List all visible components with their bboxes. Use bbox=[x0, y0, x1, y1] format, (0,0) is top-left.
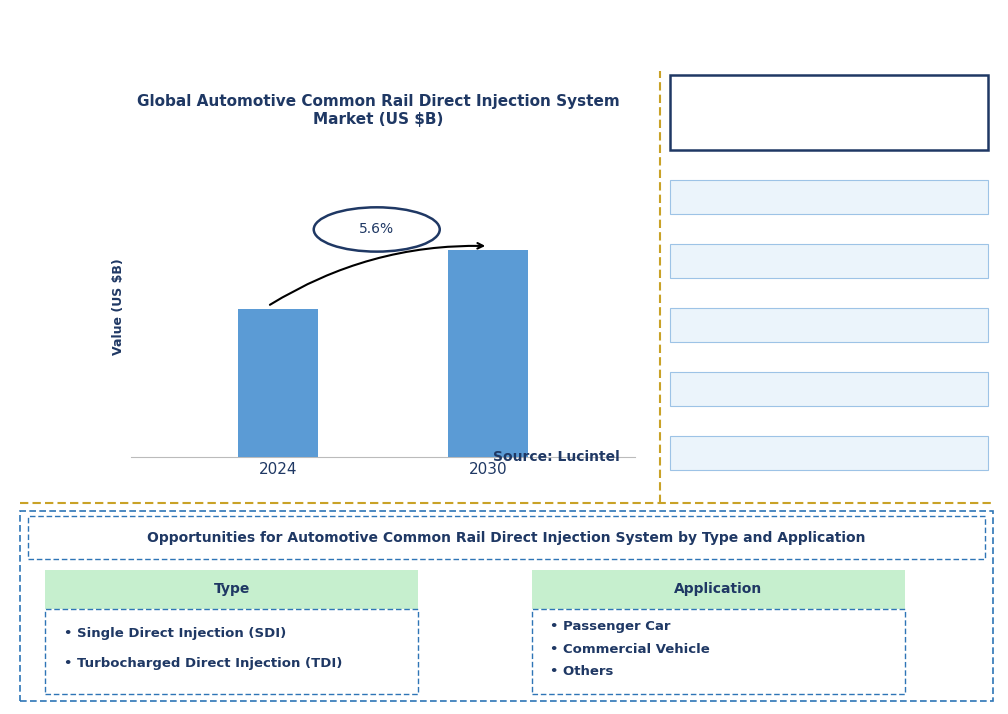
Text: Global Automotive Common Rail Direct Injection System
Market (US $B): Global Automotive Common Rail Direct Inj… bbox=[137, 94, 619, 127]
Text: Aisin Seiki: Aisin Seiki bbox=[786, 380, 872, 398]
Text: • Commercial Vehicle: • Commercial Vehicle bbox=[550, 643, 710, 655]
Y-axis label: Value (US $B): Value (US $B) bbox=[113, 258, 125, 356]
Text: Type: Type bbox=[214, 583, 250, 596]
Text: Opportunities for Automotive Common Rail Direct Injection System by Type and App: Opportunities for Automotive Common Rail… bbox=[147, 531, 866, 545]
Text: • Single Direct Injection (SDI): • Single Direct Injection (SDI) bbox=[64, 627, 285, 640]
Bar bbox=[449, 250, 528, 457]
Text: 5.6%: 5.6% bbox=[359, 223, 394, 236]
Text: Source: Lucintel: Source: Lucintel bbox=[493, 450, 620, 464]
Text: Bosch: Bosch bbox=[804, 188, 854, 206]
Text: • Passenger Car: • Passenger Car bbox=[550, 620, 670, 633]
Text: Application: Application bbox=[674, 583, 762, 596]
Text: • Others: • Others bbox=[550, 665, 613, 678]
Text: DENSO: DENSO bbox=[799, 316, 859, 334]
Text: Eaton: Eaton bbox=[805, 444, 853, 462]
Text: Major Players of Automotive Common
Rail Direct Injection System Market: Major Players of Automotive Common Rail … bbox=[687, 99, 971, 126]
Text: • Turbocharged Direct Injection (TDI): • Turbocharged Direct Injection (TDI) bbox=[64, 657, 342, 670]
Bar bbox=[238, 309, 318, 457]
Text: Continental: Continental bbox=[781, 252, 877, 270]
